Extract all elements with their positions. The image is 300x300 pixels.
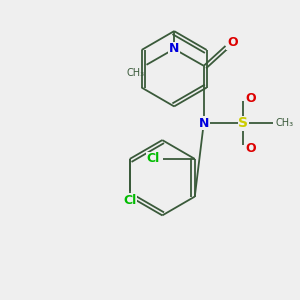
Text: N: N [169, 42, 179, 56]
Text: N: N [199, 117, 209, 130]
Text: CH₃: CH₃ [276, 118, 294, 128]
Text: CH₃: CH₃ [126, 68, 145, 78]
Text: Cl: Cl [123, 194, 136, 207]
Text: O: O [227, 37, 238, 50]
Text: O: O [246, 92, 256, 105]
Text: O: O [246, 142, 256, 154]
Text: Cl: Cl [147, 152, 160, 165]
Text: S: S [238, 116, 248, 130]
